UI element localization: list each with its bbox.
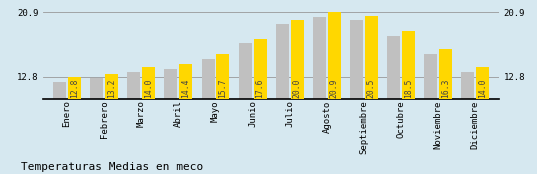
- Bar: [201, 59, 215, 99]
- Text: 17.6: 17.6: [256, 78, 265, 98]
- Text: 20.9: 20.9: [330, 78, 339, 98]
- Text: 20.5: 20.5: [367, 78, 376, 98]
- Text: 14.4: 14.4: [182, 78, 190, 98]
- Bar: [350, 20, 363, 99]
- Bar: [439, 49, 452, 99]
- Text: Temperaturas Medias en meco: Temperaturas Medias en meco: [21, 162, 204, 172]
- Bar: [461, 72, 474, 99]
- Bar: [105, 74, 118, 99]
- Bar: [291, 19, 303, 99]
- Bar: [424, 54, 437, 99]
- Bar: [164, 69, 178, 99]
- Text: 14.0: 14.0: [478, 78, 487, 98]
- Text: 13.2: 13.2: [107, 78, 116, 98]
- Bar: [402, 31, 415, 99]
- Bar: [53, 82, 66, 99]
- Bar: [179, 64, 192, 99]
- Bar: [276, 24, 289, 99]
- Text: 18.5: 18.5: [404, 78, 413, 98]
- Bar: [142, 67, 155, 99]
- Bar: [68, 77, 81, 99]
- Bar: [216, 54, 229, 99]
- Text: 16.3: 16.3: [441, 78, 450, 98]
- Bar: [239, 44, 252, 99]
- Bar: [387, 36, 400, 99]
- Bar: [253, 39, 266, 99]
- Bar: [365, 15, 378, 99]
- Bar: [476, 67, 489, 99]
- Text: 15.7: 15.7: [219, 78, 228, 98]
- Text: 12.8: 12.8: [70, 78, 79, 98]
- Bar: [127, 72, 140, 99]
- Bar: [328, 12, 341, 99]
- Text: 20.0: 20.0: [293, 78, 302, 98]
- Text: 14.0: 14.0: [144, 78, 153, 98]
- Bar: [90, 78, 103, 99]
- Bar: [313, 17, 326, 99]
